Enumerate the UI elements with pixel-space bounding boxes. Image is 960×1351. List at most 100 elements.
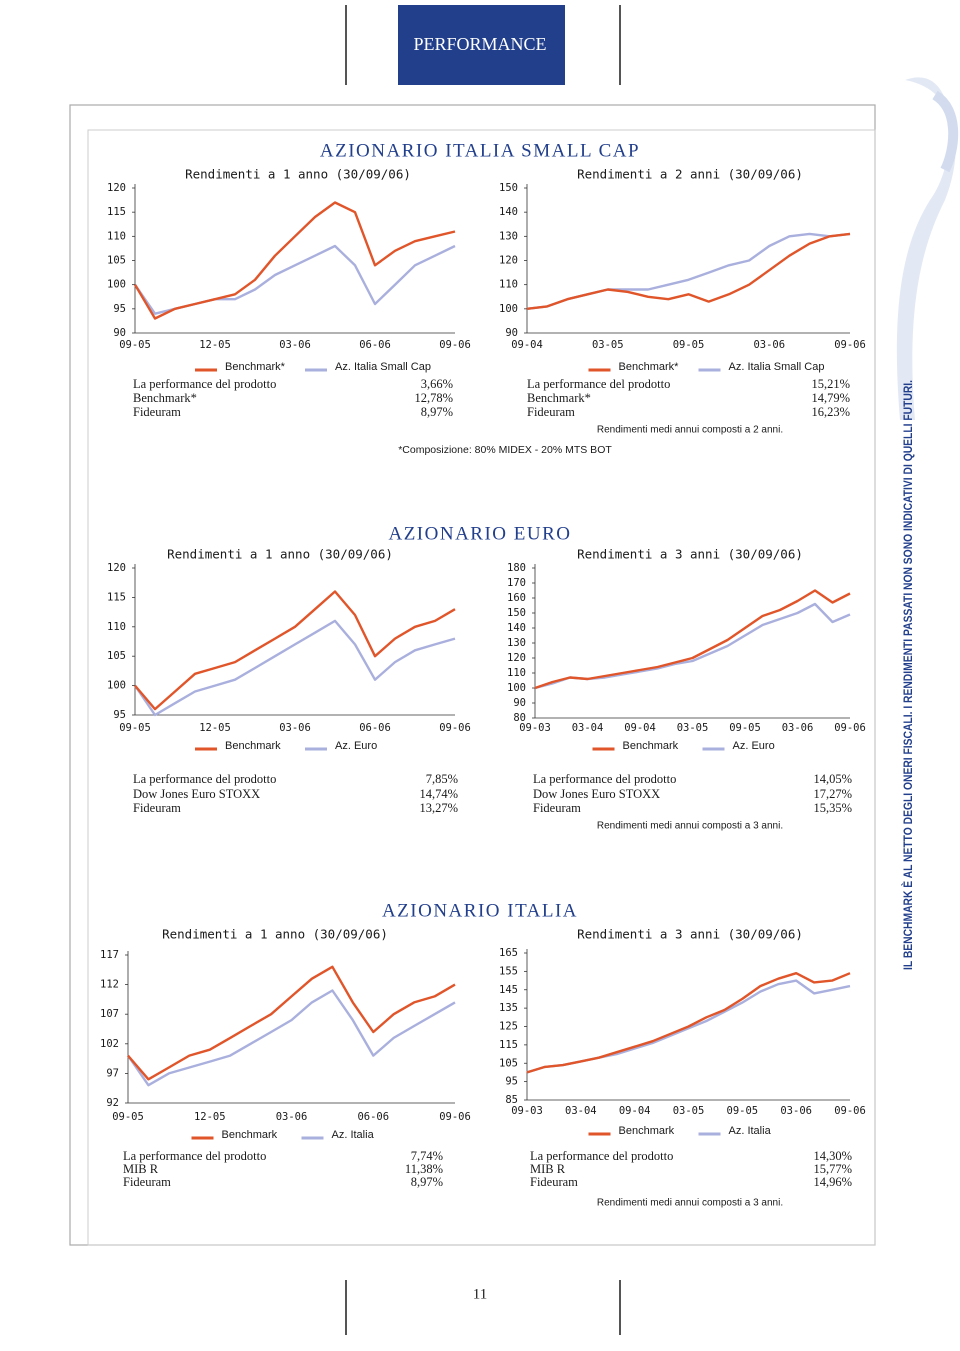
y-tick-label: 120: [499, 255, 518, 267]
y-tick-label: 120: [507, 652, 526, 664]
x-tick-label: 09-06: [834, 1105, 866, 1117]
y-tick-label: 90: [113, 327, 126, 339]
x-tick-label: 09-06: [439, 1111, 471, 1123]
row-value: 8,97%: [411, 1175, 443, 1189]
y-tick-label: 110: [107, 230, 126, 242]
legend-label: Benchmark: [225, 740, 281, 752]
table-note: Rendimenti medi annui composti a 3 anni.: [597, 1198, 783, 1209]
legend-label: Benchmark*: [225, 361, 286, 373]
section-title: AZIONARIO EURO: [388, 523, 571, 544]
row-value: 17,27%: [813, 787, 852, 801]
legend-label: Az. Italia: [332, 1129, 375, 1141]
series-line: [534, 602, 851, 690]
x-tick-label: 09-06: [439, 722, 471, 734]
row-label: Fideuram: [530, 1175, 578, 1189]
y-tick-label: 112: [100, 979, 119, 991]
x-tick-label: 09-04: [511, 339, 543, 351]
y-tick-label: 150: [507, 607, 526, 619]
y-tick-label: 115: [107, 206, 126, 218]
series-line: [134, 619, 456, 717]
row-value: 14,96%: [813, 1175, 852, 1189]
row-label: La performance del prodotto: [133, 772, 276, 786]
x-tick-label: 09-05: [119, 722, 151, 734]
x-tick-label: 09-06: [834, 339, 866, 351]
row-value: 7,85%: [426, 772, 458, 786]
series-line: [127, 965, 456, 1081]
series-line: [133, 201, 456, 320]
table-note: Rendimenti medi annui composti a 3 anni.: [597, 821, 783, 832]
chart-title: Rendimenti a 2 anni (30/09/06): [577, 167, 803, 182]
row-value: 13,27%: [419, 801, 458, 815]
x-tick-label: 03-05: [677, 722, 709, 734]
table-note: Rendimenti medi annui composti a 2 anni.: [597, 425, 783, 436]
x-tick-label: 12-05: [199, 722, 231, 734]
x-tick-label: 09-04: [619, 1105, 651, 1117]
y-tick-label: 165: [499, 947, 518, 959]
x-tick-label: 06-06: [359, 722, 391, 734]
side-note: IL BENCHMARK È AL NETTO DEGLI ONERI FISC…: [900, 380, 915, 970]
y-tick-label: 140: [499, 206, 518, 218]
footnote: *Composizione: 80% MIDEX - 20% MTS BOT: [398, 444, 612, 456]
y-tick-label: 145: [499, 984, 518, 996]
y-tick-label: 90: [505, 327, 518, 339]
row-value: 15,35%: [813, 801, 852, 815]
y-tick-label: 150: [499, 182, 518, 194]
x-tick-label: 06-06: [359, 339, 391, 351]
y-tick-label: 90: [513, 697, 526, 709]
y-tick-label: 100: [499, 303, 518, 315]
row-label: Dow Jones Euro STOXX: [133, 787, 260, 801]
series-line: [526, 972, 851, 1074]
row-value: 14,79%: [811, 391, 850, 405]
row-value: 16,23%: [811, 405, 850, 419]
row-value: 15,21%: [811, 377, 850, 391]
section-title: AZIONARIO ITALIA: [382, 900, 578, 921]
row-label: MIB R: [530, 1162, 566, 1176]
row-value: 14,05%: [813, 772, 852, 786]
y-tick-label: 135: [499, 1002, 518, 1014]
chart-title: Rendimenti a 3 anni (30/09/06): [577, 927, 803, 942]
y-tick-label: 105: [107, 650, 126, 662]
decoration: [896, 77, 956, 420]
x-tick-label: 09-05: [119, 339, 151, 351]
x-tick-label: 03-06: [782, 722, 814, 734]
row-label: Fideuram: [123, 1175, 171, 1189]
chart-title: Rendimenti a 3 anni (30/09/06): [577, 547, 803, 562]
legend-label: Benchmark*: [619, 361, 680, 373]
y-tick-label: 117: [100, 949, 119, 961]
x-tick-label: 09-05: [112, 1111, 144, 1123]
legend-label: Az. Euro: [733, 740, 775, 752]
x-tick-label: 09-03: [519, 722, 551, 734]
section-title: AZIONARIO ITALIA SMALL CAP: [320, 140, 640, 161]
y-tick-label: 92: [106, 1097, 119, 1109]
y-tick-label: 80: [513, 712, 526, 724]
x-tick-label: 09-05: [727, 1105, 759, 1117]
x-tick-label: 06-06: [357, 1111, 389, 1123]
row-value: 3,66%: [421, 377, 453, 391]
row-label: Fideuram: [533, 801, 581, 815]
y-tick-label: 97: [106, 1067, 119, 1079]
y-tick-label: 110: [107, 621, 126, 633]
y-tick-label: 130: [499, 230, 518, 242]
page-number: 11: [473, 1286, 487, 1302]
x-tick-label: 12-05: [194, 1111, 226, 1123]
series-line: [534, 589, 851, 690]
y-tick-label: 140: [507, 622, 526, 634]
y-tick-label: 95: [505, 1076, 518, 1088]
series-line: [134, 244, 456, 315]
header-title: PERFORMANCE: [413, 34, 546, 54]
y-tick-label: 155: [499, 965, 518, 977]
y-tick-label: 110: [507, 667, 526, 679]
y-tick-label: 120: [107, 182, 126, 194]
x-tick-label: 03-06: [279, 722, 311, 734]
x-tick-label: 09-06: [439, 339, 471, 351]
frame-inner: [87, 129, 876, 1246]
x-tick-label: 03-06: [276, 1111, 308, 1123]
y-tick-label: 115: [499, 1039, 518, 1051]
y-tick-label: 100: [107, 279, 126, 291]
y-tick-label: 125: [499, 1021, 518, 1033]
legend-label: Benchmark: [619, 1125, 675, 1137]
x-tick-label: 09-03: [511, 1105, 543, 1117]
x-tick-label: 03-05: [673, 1105, 705, 1117]
legend-label: Benchmark: [222, 1129, 278, 1141]
